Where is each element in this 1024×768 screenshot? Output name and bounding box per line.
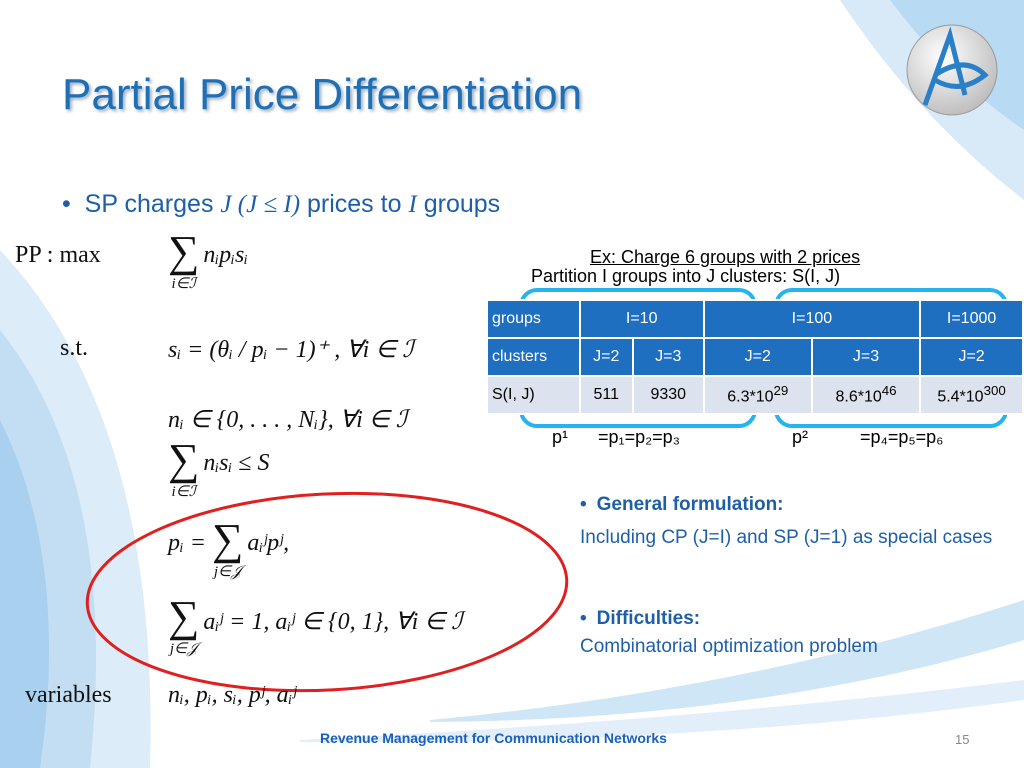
- cell: J=2: [919, 337, 1024, 377]
- title: Partial Price Differentiation: [62, 70, 583, 119]
- formula-text: aᵢʲ = 1, aᵢʲ ∈ {0, 1}, ∀i ∈ ℐ: [203, 609, 463, 635]
- text: General formulation:: [596, 494, 784, 515]
- group-label: =p₄=p₅=p₆: [860, 427, 944, 447]
- sum-index: i∈ℐ: [171, 484, 196, 500]
- highlight-ellipse: [85, 491, 569, 693]
- cell: I=10: [578, 299, 705, 339]
- sum-symbol: ∑: [168, 592, 200, 641]
- exponent: 46: [881, 383, 897, 399]
- cell: 5.4*10300: [919, 375, 1024, 415]
- cell: S(I, J): [486, 375, 581, 415]
- text: 6.3*10: [727, 388, 774, 406]
- price-label: p¹: [552, 427, 569, 447]
- exponent: 300: [983, 383, 1006, 399]
- exponent: 29: [773, 383, 789, 399]
- cluster-table: groups I=10 I=100 I=1000 clusters J=2 J=…: [486, 299, 1024, 415]
- cell: groups: [486, 299, 581, 339]
- text: 8.6*10: [835, 388, 882, 406]
- cell: J=2: [702, 337, 813, 377]
- cell: I=1000: [919, 299, 1024, 339]
- point-body: Including CP (J=I) and SP (J=1) as speci…: [580, 527, 993, 548]
- group-label: =p₁=p₂=p₃: [598, 427, 680, 447]
- text: 5.4*10: [937, 388, 984, 406]
- formula-text: pᵢ =: [168, 530, 206, 556]
- sum-index: j∈𝒥: [213, 564, 242, 580]
- math: J (J ≤ I): [220, 191, 301, 218]
- sum: ∑ j∈𝒥: [168, 595, 199, 658]
- cell: J=3: [810, 337, 922, 377]
- cell: I=100: [702, 299, 922, 339]
- cell: J=2: [578, 337, 634, 377]
- point-heading: • Difficulties:: [580, 608, 701, 629]
- sum: ∑ j∈𝒥: [212, 518, 243, 581]
- formula: ∑ i∈ℐ nᵢsᵢ ≤ S: [168, 438, 269, 501]
- sum-index: i∈ℐ: [171, 276, 196, 292]
- sum-symbol: ∑: [168, 227, 200, 276]
- bullet: • SP charges J (J ≤ I) prices to I group…: [62, 190, 501, 218]
- example-title: Ex: Charge 6 groups with 2 prices: [590, 247, 861, 267]
- sum-index: j∈𝒥: [169, 641, 198, 657]
- text: SP charges: [84, 190, 214, 218]
- formula-text: nᵢ, pᵢ, sᵢ, pʲ, aᵢʲ: [168, 682, 297, 708]
- formula-text: sᵢ = (θᵢ / pᵢ − 1)⁺ , ∀i ∈ ℐ: [168, 337, 414, 363]
- sum: ∑ i∈ℐ: [168, 230, 199, 293]
- sum-symbol: ∑: [168, 435, 200, 484]
- cell: clusters: [486, 337, 581, 377]
- formula: ∑ i∈ℐ nᵢpᵢsᵢ: [168, 230, 248, 293]
- cell: 511: [578, 375, 634, 415]
- point-body: Combinatorial optimization problem: [580, 636, 878, 657]
- cell: J=3: [631, 337, 705, 377]
- formula: nᵢ ∈ {0, . . . , Nᵢ}, ∀i ∈ ℐ: [168, 405, 407, 434]
- formula-text: nᵢpᵢsᵢ: [203, 242, 249, 268]
- formula-text: nᵢsᵢ ≤ S: [203, 450, 270, 476]
- sum: ∑ i∈ℐ: [168, 438, 199, 501]
- point: • Difficulties: Combinatorial optimizatio…: [580, 608, 1010, 658]
- cell: 8.6*1046: [810, 375, 922, 415]
- example-subtitle: Partition I groups into J clusters: S(I,…: [531, 266, 841, 286]
- price-label: p²: [792, 427, 809, 447]
- text: Difficulties:: [596, 608, 701, 629]
- cell: 6.3*1029: [702, 375, 813, 415]
- point: • General formulation: Including CP (J=I)…: [580, 494, 1010, 553]
- formula-text: aᵢʲpʲ,: [247, 530, 290, 556]
- formula-text: nᵢ ∈ {0, . . . , Nᵢ}, ∀i ∈ ℐ: [168, 407, 407, 433]
- math: I: [408, 191, 417, 218]
- formula-label: s.t.: [60, 335, 89, 361]
- formula: pᵢ = ∑ j∈𝒥 aᵢʲpʲ,: [168, 518, 289, 581]
- sum-symbol: ∑: [212, 515, 244, 564]
- footer: Revenue Management for Communication Net…: [320, 730, 667, 746]
- formula-label: variables: [25, 682, 112, 708]
- text: groups: [423, 190, 501, 218]
- formula-label: PP : max: [15, 242, 101, 268]
- formula: ∑ j∈𝒥 aᵢʲ = 1, aᵢʲ ∈ {0, 1}, ∀i ∈ ℐ: [168, 595, 462, 658]
- formula: sᵢ = (θᵢ / pᵢ − 1)⁺ , ∀i ∈ ℐ: [168, 335, 414, 364]
- point-heading: • General formulation:: [580, 494, 784, 515]
- text: prices to: [307, 190, 402, 218]
- formula: nᵢ, pᵢ, sᵢ, pʲ, aᵢʲ: [168, 682, 296, 709]
- logo-mark: [922, 26, 989, 106]
- page-number: 15: [955, 732, 970, 747]
- cell: 9330: [631, 375, 705, 415]
